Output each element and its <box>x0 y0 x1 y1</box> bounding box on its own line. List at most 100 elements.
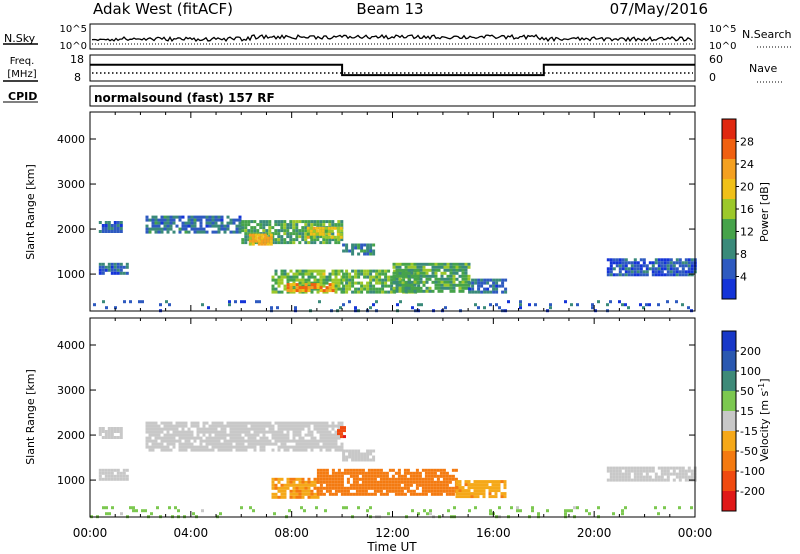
data-cell <box>220 424 224 428</box>
data-cell <box>157 424 161 428</box>
data-cell <box>298 492 302 496</box>
data-cell <box>98 477 102 481</box>
data-cell <box>654 273 658 277</box>
colorbar-tick-label: 200 <box>740 345 761 358</box>
data-cell <box>431 262 435 266</box>
colorbar-segment <box>722 179 736 200</box>
data-cell <box>266 239 270 243</box>
data-cell <box>292 477 296 481</box>
data-cell <box>442 483 446 487</box>
data-cell <box>645 466 649 470</box>
data-cell <box>319 427 323 431</box>
data-cell <box>319 477 323 481</box>
data-cell <box>166 448 170 452</box>
data-cell <box>229 442 233 446</box>
data-cell <box>289 275 293 279</box>
data-cell <box>328 442 332 446</box>
data-cell <box>110 471 114 475</box>
data-cell <box>485 480 489 484</box>
data-cell <box>612 512 615 516</box>
data-cell <box>464 277 468 281</box>
data-cell <box>624 469 628 473</box>
data-cell <box>163 227 167 231</box>
data-cell <box>334 424 338 428</box>
data-cell <box>125 477 129 481</box>
data-cell <box>392 286 396 290</box>
data-cell <box>283 226 287 230</box>
data-cell <box>331 436 335 440</box>
data-cell <box>486 287 490 291</box>
data-cell <box>403 474 407 478</box>
data-cell <box>256 223 260 227</box>
data-cell <box>331 289 335 293</box>
data-cell <box>169 424 173 428</box>
data-cell <box>304 232 308 236</box>
data-cell <box>187 445 191 449</box>
colorbar-tick-label: 24 <box>740 158 754 171</box>
data-cell <box>298 495 302 499</box>
data-cell <box>416 289 420 293</box>
data-cell <box>98 221 102 224</box>
data-cell <box>633 270 637 274</box>
data-cell <box>621 509 624 513</box>
data-cell <box>319 445 323 449</box>
data-cell <box>312 232 316 236</box>
data-cell <box>397 492 401 496</box>
data-cell <box>292 483 296 487</box>
data-cell <box>422 271 426 275</box>
data-cell <box>388 480 392 484</box>
data-cell <box>337 474 341 478</box>
cpid-label: CPID <box>8 90 37 103</box>
data-cell <box>400 486 404 490</box>
data-cell <box>439 489 443 493</box>
data-cell <box>211 230 215 234</box>
data-cell <box>192 512 195 516</box>
data-cell <box>280 433 284 437</box>
data-cell <box>217 227 221 231</box>
data-cell <box>254 236 258 240</box>
data-cell <box>378 290 382 294</box>
data-cell <box>235 227 239 231</box>
data-cell <box>181 224 185 228</box>
data-cell <box>415 477 419 481</box>
data-cell <box>181 427 185 431</box>
data-cell <box>363 287 367 291</box>
data-cell <box>612 261 616 265</box>
data-cell <box>564 300 567 304</box>
data-cell <box>495 284 499 288</box>
data-cell <box>313 421 317 425</box>
data-cell <box>265 421 269 425</box>
data-cell <box>331 492 335 496</box>
data-cell <box>220 430 224 434</box>
data-cell <box>226 221 230 225</box>
data-cell <box>98 265 102 269</box>
data-cell <box>464 268 468 272</box>
data-cell <box>116 224 120 227</box>
data-cell <box>307 442 311 446</box>
data-cell <box>277 284 281 288</box>
data-cell <box>309 235 313 239</box>
data-cell <box>274 421 278 425</box>
y-tick-label: 2000 <box>57 429 85 442</box>
data-cell <box>328 272 332 276</box>
data-cell <box>367 492 371 496</box>
data-cell <box>488 492 492 496</box>
data-cell <box>113 230 117 233</box>
data-cell <box>458 492 462 496</box>
data-cell <box>166 221 170 225</box>
data-cell <box>372 303 375 307</box>
data-cell <box>337 269 341 273</box>
data-cell <box>258 300 261 304</box>
data-cell <box>357 243 361 247</box>
data-cell <box>223 436 227 440</box>
data-cell <box>473 492 477 496</box>
data-cell <box>250 439 254 443</box>
data-cell <box>627 261 631 265</box>
data-cell <box>406 489 410 493</box>
data-cell <box>312 229 316 233</box>
data-cell <box>187 433 191 437</box>
data-cell <box>351 275 355 279</box>
data-cell <box>214 221 218 225</box>
data-cell <box>184 430 188 434</box>
data-cell <box>390 284 394 288</box>
